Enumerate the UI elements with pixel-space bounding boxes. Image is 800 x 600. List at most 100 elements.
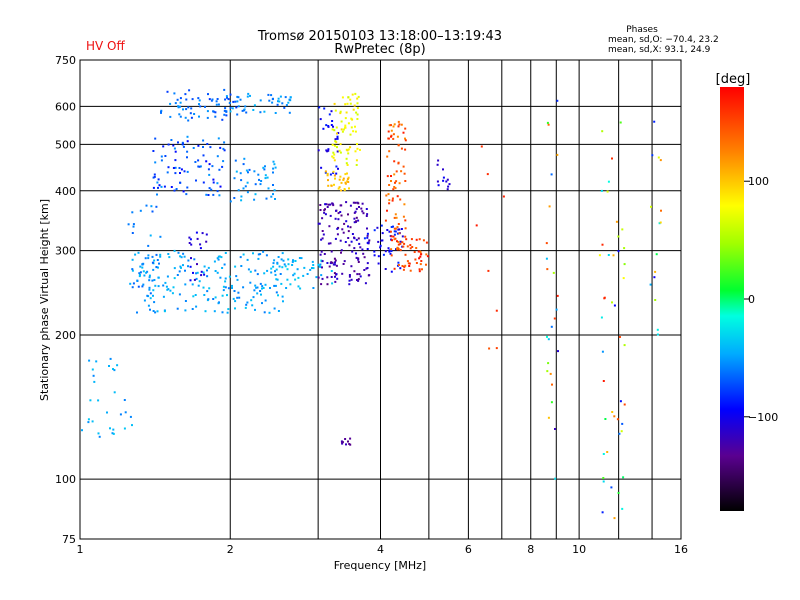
data-point [388,184,391,186]
data-point [333,272,336,275]
data-point [600,316,603,319]
data-point [272,193,274,196]
data-point [320,166,323,169]
data-point [260,293,262,296]
data-point [401,241,404,244]
data-point [345,201,348,204]
data-point [618,432,621,435]
data-point [111,432,114,435]
data-point [162,145,165,148]
data-point [334,138,337,141]
hv-status-text: HV Off [86,39,125,53]
data-point [166,275,169,278]
data-point [317,222,320,225]
data-point [212,193,215,196]
data-point [162,284,165,287]
data-point [188,89,191,92]
data-point [227,98,230,101]
data-point [303,266,306,269]
data-point [346,149,349,152]
data-point [390,254,393,257]
data-point [357,261,360,263]
data-point [184,93,187,96]
data-point [395,227,398,230]
data-point [264,177,267,180]
data-point [319,253,322,256]
data-point [658,222,661,225]
data-point [214,296,217,299]
data-point [106,411,108,414]
phase-stats-x: mean, sd,X: 93.1, 24.9 [608,45,711,55]
data-point [169,289,172,292]
data-point [113,391,116,394]
data-point [198,99,201,102]
data-point [380,224,383,227]
data-point [216,271,219,274]
data-point [613,415,616,418]
data-point [366,262,369,265]
data-point [146,294,149,297]
data-point [159,235,162,238]
data-point [351,250,354,253]
data-point [333,183,335,186]
data-point [339,112,342,115]
data-point [190,107,193,110]
data-point [324,170,327,173]
data-point [480,145,483,148]
chart-title: Tromsø 20150103 13:18:00–13:19:43 [257,29,502,44]
data-point [219,146,222,149]
data-point [415,247,418,249]
data-point [221,165,224,168]
data-point [263,110,266,113]
data-point [402,215,405,218]
data-point [240,199,243,202]
data-point [198,165,201,168]
data-point [335,273,338,276]
data-point [332,170,335,173]
data-point [218,168,221,171]
data-point [349,146,352,149]
data-point [323,253,326,255]
data-point [344,438,347,440]
data-point [655,253,658,256]
data-point [391,197,394,200]
data-point [153,173,156,176]
data-point [202,286,205,289]
data-point [195,272,198,275]
data-point [299,287,302,290]
data-point [421,268,423,271]
data-point [150,205,153,208]
data-point [282,300,284,303]
data-point [163,185,166,188]
data-point [358,273,361,276]
y-tick-label: 200 [55,329,76,342]
data-point [331,128,334,131]
data-point [346,178,349,181]
data-point [271,101,274,104]
data-point [320,250,323,253]
data-point [361,248,364,251]
data-point [547,338,550,341]
data-point [152,294,154,297]
data-point [324,213,327,216]
data-point [622,476,625,479]
data-point [95,360,98,363]
data-point [417,250,420,253]
data-point [142,262,145,265]
data-point [112,428,115,431]
data-point [623,247,626,250]
data-point [390,180,392,182]
data-point [178,293,181,296]
data-point [343,189,346,192]
data-point [254,269,257,272]
data-point [157,285,160,288]
data-point [393,230,396,233]
data-point [275,291,278,294]
data-point [227,287,230,290]
data-point [397,243,400,246]
data-point [277,294,279,297]
data-point [381,232,384,235]
data-point [339,204,342,207]
data-point [131,424,133,427]
data-point [418,257,421,260]
